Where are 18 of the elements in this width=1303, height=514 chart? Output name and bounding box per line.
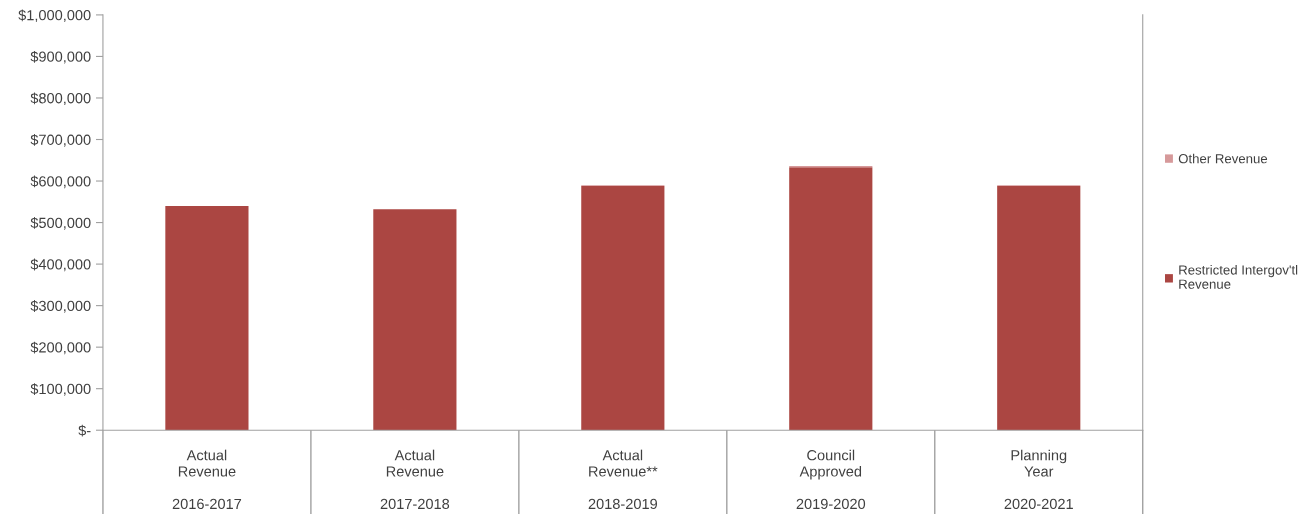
y-tick-label: $900,000 — [30, 50, 91, 64]
category-label: Planning Year 2020-2021 — [1004, 449, 1073, 510]
y-tick-label: $100,000 — [30, 383, 91, 396]
y-tick-label: $200,000 — [30, 341, 91, 355]
y-tick-label: $700,000 — [30, 133, 91, 147]
legend-label: Other Revenue — [1178, 153, 1268, 164]
category-label: Actual Revenue 2016-2017 — [172, 449, 242, 510]
y-tick-label: $- — [78, 424, 91, 437]
category-label: Actual Revenue 2017-2018 — [380, 449, 450, 510]
legend-label: Restricted Intergov'tl Revenue — [1179, 264, 1298, 289]
y-tick-label: $400,000 — [30, 258, 91, 272]
y-tick-label: $500,000 — [30, 217, 91, 230]
y-tick-label: $1,000,000 — [18, 9, 91, 23]
category-label: Council Approved 2019-2020 — [796, 449, 866, 510]
category-label: Actual Revenue** 2018-2019 — [588, 449, 658, 510]
y-tick-label: $800,000 — [30, 92, 91, 106]
y-tick-label: $300,000 — [30, 300, 91, 313]
y-tick-label: $600,000 — [30, 175, 91, 189]
